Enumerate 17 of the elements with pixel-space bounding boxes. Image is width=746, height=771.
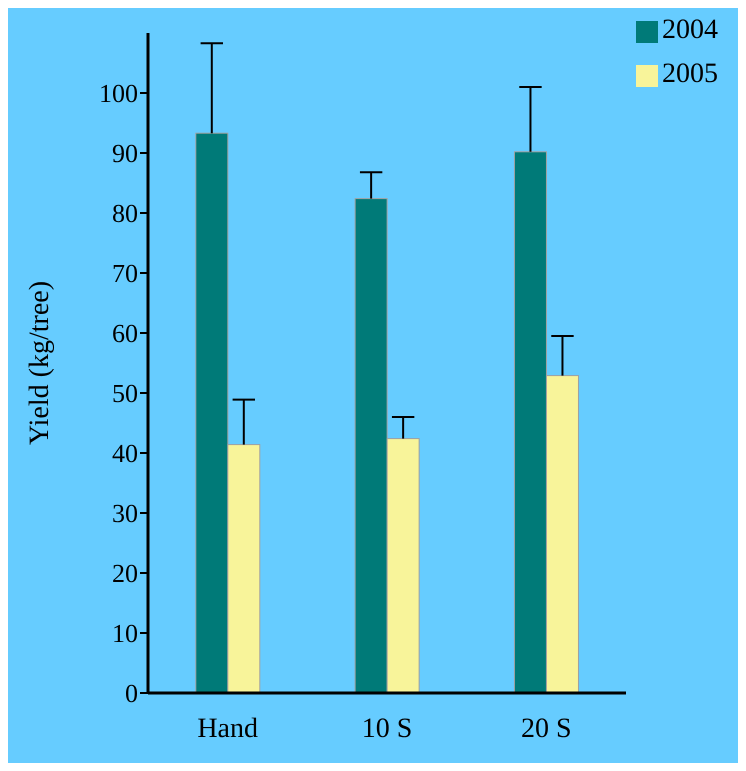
y-tick-label: 40 xyxy=(112,439,138,468)
y-tick-label: 10 xyxy=(112,619,138,648)
y-axis-title: Yield (kg/tree) xyxy=(24,280,55,446)
y-tick-label: 80 xyxy=(112,199,138,228)
y-tick-label: 100 xyxy=(99,79,138,108)
y-tick-label: 60 xyxy=(112,319,138,348)
y-tick-label: 0 xyxy=(125,679,138,708)
x-tick-label: 10 S xyxy=(362,712,412,744)
legend-label: 2004 xyxy=(662,14,718,45)
y-tick-label: 90 xyxy=(112,139,138,168)
y-tick-label: 70 xyxy=(112,259,138,288)
y-tick-label: 30 xyxy=(112,499,138,528)
x-tick-label: Hand xyxy=(197,712,258,744)
x-tick-label: 20 S xyxy=(521,712,572,744)
y-tick-label: 20 xyxy=(112,559,138,588)
y-tick-label: 50 xyxy=(112,379,138,408)
legend-label: 2005 xyxy=(662,58,718,89)
